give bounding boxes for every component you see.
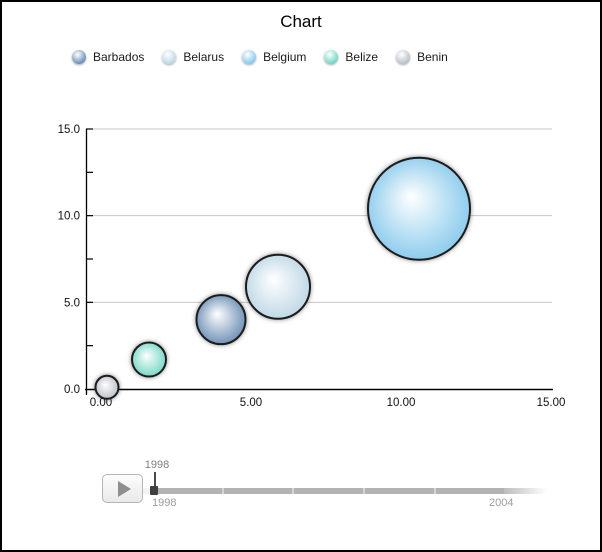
legend-item-belgium[interactable]: Belgium: [242, 50, 306, 64]
slider-year-divider: [222, 488, 224, 494]
legend-item-benin[interactable]: Benin: [396, 50, 448, 64]
legend-bubble-icon: [242, 50, 257, 64]
y-tick-label: 0.0: [64, 384, 80, 396]
legend-label: Belarus: [183, 50, 225, 64]
slider-handle-tick: [154, 472, 156, 487]
chart-bubble-benin[interactable]: [94, 374, 120, 400]
y-tick-label: 15.0: [58, 124, 80, 136]
legend-bubble-icon: [324, 50, 339, 64]
legend-bubble-icon: [72, 50, 86, 64]
slider-range-start: 1998: [152, 497, 177, 509]
slider-year-divider: [363, 488, 365, 494]
slider-year-divider: [292, 488, 294, 494]
legend-item-barbados[interactable]: Barbados: [72, 50, 144, 64]
y-tick-label: 5.0: [64, 297, 80, 309]
legend-label: Belize: [345, 50, 379, 64]
chart-bubble-belgium[interactable]: [367, 156, 471, 261]
slider-track-lead[interactable]: [143, 488, 150, 494]
legend-label: Barbados: [93, 50, 145, 64]
slider-track[interactable]: [150, 488, 504, 494]
play-icon: [117, 480, 131, 497]
slider-handle[interactable]: [150, 486, 158, 495]
legend-label: Belgium: [263, 50, 307, 64]
slider-current-year: 1998: [144, 459, 170, 471]
x-tick-label: 15.00: [537, 397, 566, 409]
legend-label: Benin: [417, 50, 448, 64]
slider-track-fade: [504, 488, 547, 494]
legend-bubble-icon: [396, 50, 411, 64]
chart-bubble-barbados[interactable]: [195, 294, 247, 346]
x-tick-label: 0.00: [90, 397, 112, 409]
y-tick-label: 10.0: [58, 211, 80, 223]
chart-bubble-belize[interactable]: [131, 341, 167, 378]
x-tick-label: 10.00: [387, 397, 416, 409]
legend-bubble-icon: [162, 50, 177, 64]
chart-bubble-belarus[interactable]: [245, 253, 311, 320]
play-button[interactable]: [102, 474, 143, 503]
slider-range-end: 2004: [489, 497, 514, 509]
legend-item-belize[interactable]: Belize: [324, 50, 378, 64]
legend-item-belarus[interactable]: Belarus: [162, 50, 224, 64]
legend: Barbados Belarus Belgium Belize Benin: [72, 50, 448, 64]
x-tick-label: 5.00: [240, 397, 262, 409]
chart-title: Chart: [280, 12, 322, 31]
slider-year-divider: [434, 488, 436, 494]
